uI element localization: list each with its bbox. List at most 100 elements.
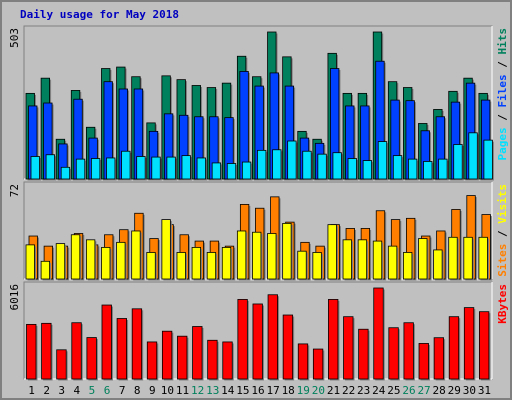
bar-kbytes-6: [101, 304, 113, 381]
bar-kbytes-24: [373, 287, 385, 381]
legend-entry: KBytes: [496, 284, 509, 324]
x-tick-label-4: 4: [74, 384, 81, 397]
bar-pages-17: [272, 149, 283, 181]
x-tick-label-19: 19: [297, 384, 310, 397]
bar-kbytes-9: [146, 341, 159, 381]
usage-chart: Daily usage for May 2018 503 Pages / File…: [8, 8, 509, 397]
legend-entry: Visits: [496, 184, 509, 224]
bar-sites-31: [478, 236, 489, 281]
bar-sites-19: [297, 250, 308, 281]
bar-pages-4: [75, 158, 87, 181]
bar-pages-18: [287, 140, 298, 181]
bar-kbytes-18: [282, 314, 295, 381]
bar-sites-11: [176, 252, 187, 281]
x-tick-label-29: 29: [448, 384, 461, 397]
x-tick-label-2: 2: [43, 384, 50, 397]
legend-entry: /: [496, 224, 509, 244]
x-tick-label-10: 10: [161, 384, 174, 397]
x-tick-label-13: 13: [206, 384, 219, 397]
bar-pages-6: [106, 157, 117, 181]
bar-pages-5: [90, 158, 102, 181]
bar-pages-30: [468, 132, 479, 181]
panel-pages-files-hits: 503 Pages / Files / Hits: [8, 25, 509, 181]
panel-legend: KBytes: [496, 284, 509, 324]
bar-kbytes-23: [358, 328, 370, 381]
x-tick-label-25: 25: [387, 384, 400, 397]
bar-sites-10: [161, 219, 172, 281]
bar-sites-1: [25, 244, 36, 281]
panel-scale-label: 72: [8, 184, 21, 197]
bar-sites-14: [221, 247, 233, 281]
x-tick-label-12: 12: [191, 384, 204, 397]
bar-pages-8: [136, 156, 147, 181]
bar-kbytes-13: [207, 339, 219, 381]
bar-pages-23: [362, 160, 374, 181]
panel-kbytes: 6016 KBytes: [8, 281, 509, 381]
x-tick-label-5: 5: [89, 384, 96, 397]
bar-sites-6: [101, 247, 112, 281]
bar-kbytes-31: [479, 311, 491, 381]
bar-pages-9: [151, 156, 162, 181]
bar-sites-30: [463, 236, 474, 281]
bar-sites-24: [372, 240, 384, 281]
chart-panels: 503 Pages / Files / Hits 72 Sites / Visits 6…: [8, 25, 509, 381]
x-tick-label-1: 1: [28, 384, 35, 397]
bar-pages-3: [60, 166, 72, 181]
bar-sites-27: [418, 238, 429, 281]
bar-kbytes-29: [448, 316, 461, 381]
bar-kbytes-11: [177, 335, 189, 381]
bar-pages-22: [347, 158, 359, 181]
bar-sites-13: [206, 252, 218, 281]
x-tick-label-28: 28: [433, 384, 446, 397]
x-axis: 1 2 3 4 5 6 7 8 9 10 11 12 13 14 15 16 17 18 19 20 21 22 23 24 2…: [28, 384, 491, 397]
bar-kbytes-26: [403, 322, 415, 381]
x-tick-label-8: 8: [134, 384, 141, 397]
bar-kbytes-5: [86, 337, 98, 381]
bar-sites-20: [312, 252, 323, 281]
x-tick-label-20: 20: [312, 384, 325, 397]
x-tick-label-9: 9: [149, 384, 156, 397]
panel-scale-label: 503: [8, 28, 21, 48]
bar-kbytes-27: [418, 343, 431, 381]
bar-sites-8: [131, 230, 142, 281]
bar-kbytes-30: [463, 307, 476, 381]
bar-pages-19: [302, 150, 313, 181]
bar-kbytes-28: [433, 337, 446, 381]
bar-kbytes-15: [237, 299, 249, 381]
x-tick-label-15: 15: [236, 384, 249, 397]
bar-kbytes-16: [252, 303, 264, 381]
bar-kbytes-8: [131, 308, 144, 381]
x-tick-label-31: 31: [478, 384, 491, 397]
bar-sites-3: [55, 243, 67, 281]
x-tick-label-30: 30: [463, 384, 476, 397]
panel-legend: Sites / Visits: [496, 184, 509, 277]
bar-sites-12: [191, 247, 203, 281]
bar-sites-15: [236, 230, 248, 281]
bar-pages-7: [121, 150, 132, 181]
bar-sites-18: [282, 222, 293, 281]
bar-sites-28: [433, 249, 444, 281]
bar-sites-9: [146, 252, 157, 281]
bar-kbytes-21: [328, 299, 340, 381]
legend-entry: Files: [496, 74, 509, 107]
bar-kbytes-20: [312, 348, 325, 381]
x-tick-label-17: 17: [266, 384, 279, 397]
x-tick-label-16: 16: [251, 384, 264, 397]
legend-entry: /: [496, 108, 509, 128]
bar-pages-10: [166, 156, 177, 181]
bar-kbytes-10: [161, 330, 174, 381]
bar-kbytes-19: [297, 343, 310, 381]
x-tick-label-14: 14: [221, 384, 235, 397]
bar-pages-2: [45, 154, 57, 181]
bar-pages-21: [332, 152, 343, 181]
bar-pages-27: [423, 161, 434, 181]
bar-sites-21: [327, 224, 338, 281]
bar-pages-12: [196, 157, 208, 181]
x-tick-label-26: 26: [402, 384, 415, 397]
bar-kbytes-7: [116, 318, 129, 381]
bar-kbytes-2: [41, 322, 53, 381]
x-tick-label-18: 18: [282, 384, 295, 397]
bar-kbytes-4: [71, 322, 83, 381]
bar-kbytes-1: [26, 323, 38, 381]
